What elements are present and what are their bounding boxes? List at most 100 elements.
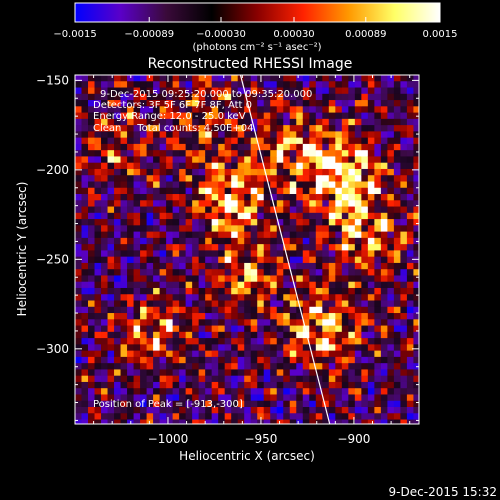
heatmap-cell [88,275,95,283]
heatmap-cell [263,394,271,402]
heatmap-cell [335,212,343,220]
heatmap-cell [289,363,297,370]
heatmap-cell [263,187,271,195]
heatmap-cell [166,206,174,214]
heatmap-cell [120,394,128,402]
heatmap-cell [179,219,187,226]
heatmap-cell [140,319,147,326]
heatmap-cell [127,356,134,364]
heatmap-cell [224,406,232,414]
heatmap-cell [172,225,180,233]
heatmap-cell [270,125,278,132]
heatmap-cell [192,413,200,420]
heatmap-cell [335,200,343,207]
heatmap-cell [185,162,193,170]
heatmap-cell [159,294,167,301]
heatmap-cell [309,156,317,164]
heatmap-cell [179,93,187,101]
heatmap-cell [224,143,232,151]
heatmap-cell [94,106,102,113]
heatmap-cell [237,143,245,151]
heatmap-cell [81,400,89,408]
heatmap-cell [127,275,134,283]
heatmap-cell [289,344,297,352]
heatmap-cell [153,381,161,389]
heatmap-cell [146,106,154,113]
heatmap-cell [374,356,382,364]
heatmap-cell [374,156,382,164]
heatmap-cell [140,256,147,264]
heatmap-cell [146,237,154,245]
heatmap-cell [75,262,82,270]
heatmap-cell [257,375,265,383]
heatmap-cell [224,419,232,424]
heatmap-cell [270,100,278,107]
heatmap-cell [94,306,102,314]
heatmap-cell [341,212,349,220]
heatmap-cell [153,75,161,82]
heatmap-cell [250,262,258,270]
heatmap-cell [380,287,388,295]
heatmap-cell [348,375,356,383]
heatmap-cell [205,375,213,383]
heatmap-cell [348,319,356,326]
heatmap-cell [263,269,271,276]
heatmap-cell [133,306,141,314]
heatmap-cell [309,181,317,189]
heatmap-cell [335,206,343,214]
heatmap-cell [166,143,174,151]
heatmap-cell [348,400,356,408]
heatmap-cell [185,93,193,101]
heatmap-cell [380,350,388,358]
heatmap-cell [94,194,102,201]
heatmap-cell [250,400,258,408]
heatmap-cell [237,156,245,164]
heatmap-cell [205,262,213,270]
heatmap-cell [348,344,356,352]
heatmap-cell [153,200,161,207]
heatmap-cell [276,175,284,182]
heatmap-cell [94,181,102,189]
heatmap-cell [283,325,291,333]
heatmap-cell [140,93,147,101]
heatmap-cell [198,231,206,239]
heatmap-cell [361,187,369,195]
heatmap-cell [335,356,343,364]
heatmap-cell [231,250,239,258]
heatmap-cell [263,419,271,424]
heatmap-cell [315,225,323,233]
heatmap-cell [380,262,388,270]
heatmap-cell [328,81,336,88]
heatmap-cell [120,200,128,207]
heatmap-cell [101,344,108,352]
heatmap-cell [380,400,388,408]
heatmap-cell [205,168,213,176]
heatmap-cell [107,413,115,420]
heatmap-cell [237,269,245,276]
heatmap-cell [107,87,115,95]
heatmap-cell [393,194,401,201]
heatmap-cell [250,338,258,345]
heatmap-cell [387,137,395,145]
heatmap-cell [257,338,265,345]
heatmap-cell [393,375,401,383]
heatmap-cell [159,93,167,101]
heatmap-cell [88,306,95,314]
heatmap-cell [101,100,108,107]
annotation-peak: Position of Peak = [-913,-300] [93,399,243,410]
heatmap-cell [237,206,245,214]
heatmap-cell [270,143,278,151]
heatmap-cell [387,75,395,82]
heatmap-cell [341,231,349,239]
heatmap-cell [354,118,362,126]
heatmap-cell [283,125,291,132]
heatmap-cell [172,356,180,364]
heatmap-cell [81,156,89,164]
heatmap-cell [198,350,206,358]
heatmap-cell [283,162,291,170]
heatmap-cell [114,275,121,283]
heatmap-cell [75,87,82,95]
heatmap-cell [276,319,284,326]
heatmap-cell [224,93,232,101]
heatmap-cell [107,356,115,364]
